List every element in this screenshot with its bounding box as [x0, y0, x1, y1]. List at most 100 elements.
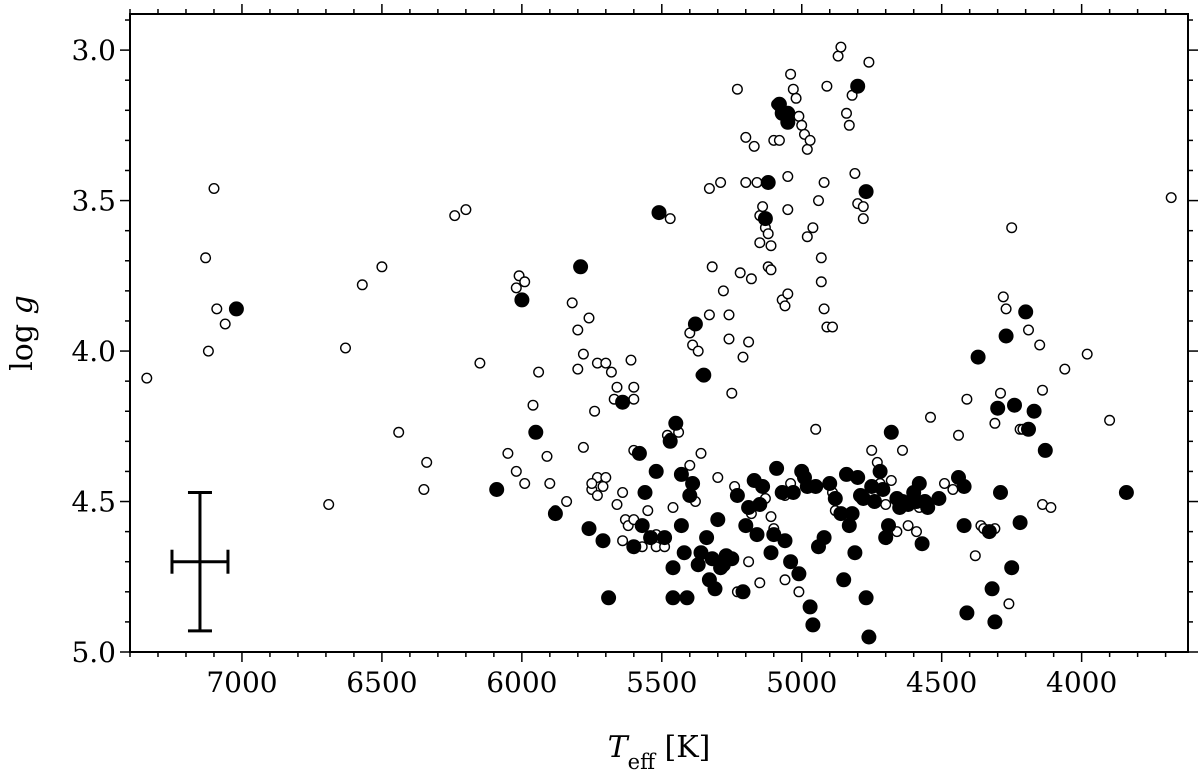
filled-point [959, 605, 975, 621]
open-point [421, 456, 433, 468]
filled-point [1007, 397, 1022, 413]
filled-point [956, 479, 972, 494]
open-point [1104, 414, 1116, 426]
open-point [202, 345, 214, 357]
y-tick-label: 4.0 [71, 335, 116, 368]
filled-point [595, 533, 611, 549]
y-tick-label: 4.5 [71, 486, 116, 519]
filled-point [547, 506, 563, 522]
filled-point [836, 572, 852, 588]
open-point [323, 499, 335, 511]
y-tick-label: 3.0 [71, 34, 116, 67]
x-tick-label: 5000 [766, 666, 837, 699]
filled-point [1026, 403, 1042, 419]
open-point [566, 297, 578, 309]
open-point [664, 213, 676, 225]
filled-point [883, 424, 899, 440]
open-point [897, 444, 909, 456]
open-point [1165, 192, 1177, 204]
open-point [611, 381, 623, 393]
open-point [703, 182, 715, 194]
open-point [591, 490, 603, 502]
open-point [625, 354, 637, 366]
filled-point [867, 494, 882, 509]
open-point [597, 481, 609, 493]
filled-point [615, 394, 631, 410]
open-point [782, 288, 794, 300]
filled-point [783, 554, 799, 570]
open-point [712, 472, 724, 484]
open-point [782, 204, 794, 216]
filled-point [228, 301, 244, 317]
open-point [815, 276, 827, 288]
open-point [751, 176, 763, 188]
filled-point [673, 466, 689, 482]
open-point [717, 285, 729, 297]
x-tick-label: 7000 [206, 666, 277, 699]
filled-point [634, 518, 650, 534]
open-point [449, 210, 461, 222]
open-point [642, 505, 654, 517]
open-point [1034, 339, 1046, 351]
filled-point [676, 545, 692, 561]
filled-point [858, 184, 874, 200]
open-point [745, 273, 757, 285]
open-point [586, 478, 598, 490]
open-point [1003, 598, 1015, 610]
open-point [726, 387, 738, 399]
filled-point [981, 524, 997, 540]
filled-point [763, 545, 779, 561]
open-point [969, 550, 981, 562]
axis-tick-labels: 7000 6500 6000 5500 5000 4500 4000 3.0 3.5 4.0 4.5… [71, 34, 1117, 699]
open-point [208, 182, 220, 194]
filled-point [752, 497, 768, 512]
filled-point [601, 590, 617, 606]
open-point [583, 312, 595, 324]
filled-point [665, 560, 681, 576]
y-axis-title-italic: g [5, 295, 40, 314]
open-point [695, 447, 707, 459]
filled-point [699, 530, 715, 546]
filled-point [914, 536, 930, 552]
open-point [810, 423, 822, 435]
open-point [961, 393, 973, 405]
filled-point [643, 530, 659, 546]
filled-point [687, 316, 703, 332]
filled-point [850, 470, 866, 485]
open-point [815, 252, 827, 264]
open-point [1081, 348, 1093, 360]
open-point [947, 484, 959, 496]
error-bar [170, 491, 230, 633]
filled-point [514, 292, 530, 308]
open-point [1045, 502, 1057, 514]
filled-point [780, 114, 796, 130]
open-point [510, 282, 522, 294]
open-point [821, 80, 833, 92]
open-point [866, 444, 878, 456]
open-point [835, 41, 847, 53]
filled-point [657, 530, 673, 546]
open-point [782, 170, 794, 182]
open-point [723, 333, 735, 345]
filled-point [755, 479, 771, 494]
x-tick-label: 4000 [1046, 666, 1117, 699]
filled-point [648, 463, 664, 479]
filled-point [822, 476, 838, 491]
open-point [527, 399, 539, 411]
open-point [667, 502, 679, 514]
open-point [779, 300, 791, 312]
filled-point [696, 367, 712, 383]
x-tick-label: 4500 [906, 666, 977, 699]
open-point [765, 511, 777, 523]
open-point [703, 309, 715, 321]
filled-point [760, 175, 776, 190]
y-axis-title: log g [5, 295, 40, 371]
open-point [200, 252, 212, 264]
filled-point [805, 617, 821, 633]
open-point [740, 131, 752, 143]
open-point [460, 204, 472, 216]
x-tick-label: 5500 [626, 666, 697, 699]
open-point [818, 303, 830, 315]
open-point [219, 318, 231, 330]
